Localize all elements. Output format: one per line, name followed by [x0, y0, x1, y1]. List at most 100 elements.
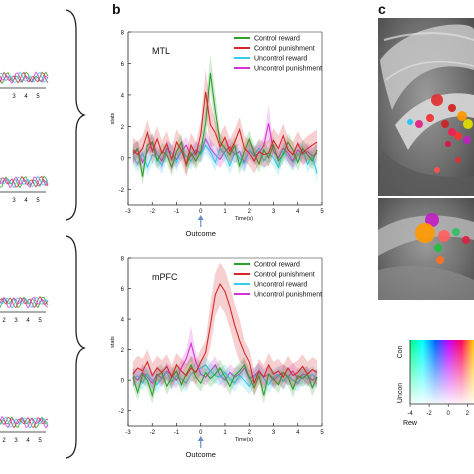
roi-dot	[425, 213, 439, 227]
x-axis-label: Time(s)	[235, 216, 254, 222]
chart-title: mPFC	[152, 272, 178, 282]
x-tick-label: -1	[174, 430, 180, 436]
mini-series-line	[0, 296, 49, 309]
color-key: Con Uncon Rew -4 -2 0 2	[397, 340, 474, 427]
mini-series-line	[0, 71, 49, 85]
color-key-tick-label: -2	[426, 411, 432, 417]
roi-dot	[454, 132, 462, 140]
x-tick-label: -3	[125, 430, 131, 436]
x-tick-label: -2	[150, 430, 156, 436]
mini-x-tick-label: 3	[12, 94, 16, 100]
brain-slice-bottom	[378, 198, 474, 300]
legend-label: Control reward	[254, 36, 300, 43]
chart-title: MTL	[152, 46, 170, 56]
color-key-xlabel: Rew	[403, 420, 418, 427]
brace-top	[65, 9, 86, 221]
roi-dot	[415, 223, 435, 243]
roi-dot	[438, 230, 450, 242]
y-tick-label: 2	[121, 125, 125, 131]
y-tick-label: 6	[121, 287, 125, 293]
x-tick-label: 5	[320, 209, 324, 215]
mini-x-tick-label: 5	[38, 318, 42, 324]
x-tick-label: 4	[296, 209, 300, 215]
outcome-label: Outcome	[186, 450, 216, 459]
y-tick-label: 4	[121, 93, 125, 99]
x-axis-label: Time(s)	[235, 437, 254, 443]
roi-dot	[426, 114, 434, 122]
mini-x-tick-label: 4	[26, 318, 30, 324]
panel-b-letter: b	[112, 1, 121, 17]
roi-dot	[434, 167, 440, 173]
mini-series-line	[0, 416, 49, 429]
mini-x-tick-label: 2	[2, 318, 6, 324]
color-key-tick-label: 2	[466, 411, 470, 417]
y-tick-label: 4	[121, 318, 125, 324]
series-line	[132, 123, 318, 164]
mini-series-line	[0, 415, 49, 429]
x-tick-label: 3	[272, 430, 276, 436]
error-band	[132, 356, 318, 395]
x-tick-label: -1	[174, 209, 180, 215]
color-key-ylabel-uncon: Uncon	[397, 383, 404, 403]
brain-slice-top	[378, 18, 474, 196]
x-tick-label: 4	[296, 430, 300, 436]
y-tick-label: 2	[121, 348, 125, 354]
error-band	[132, 69, 318, 177]
x-tick-label: -3	[125, 209, 131, 215]
legend-label: Control punishment	[254, 272, 315, 279]
roi-dot	[452, 228, 460, 236]
legend-label: Uncontrol reward	[254, 56, 307, 63]
panel-c-letter: c	[378, 1, 386, 17]
y-tick-label: 8	[121, 31, 125, 37]
mini-x-tick-label: 4	[24, 198, 28, 204]
x-tick-label: 0	[199, 209, 203, 215]
x-tick-label: 2	[248, 430, 252, 436]
mini-x-tick-label: 3	[14, 318, 18, 324]
series-line	[132, 91, 318, 166]
mini-x-tick-label: 3	[14, 438, 18, 444]
error-band	[132, 262, 318, 396]
x-tick-label: 0	[199, 430, 203, 436]
x-tick-label: 2	[248, 209, 252, 215]
roi-dots	[407, 94, 473, 264]
legend-label: Uncontrol punishment	[254, 66, 322, 73]
roi-dot	[463, 119, 473, 129]
roi-dot	[457, 111, 467, 121]
mini-series-line	[0, 295, 49, 309]
legend-label: Control reward	[254, 262, 300, 269]
y-tick-label: 8	[121, 257, 125, 263]
brace-bottom	[65, 235, 86, 459]
mini-series-line	[0, 175, 49, 189]
mini-x-tick-label: 5	[36, 198, 40, 204]
series-line	[132, 363, 318, 398]
outcome-arrowhead	[197, 215, 204, 220]
series-line	[132, 144, 318, 174]
y-axis-label: stats	[110, 112, 116, 124]
mini-x-tick-label: 2	[2, 438, 6, 444]
y-tick-label: 6	[121, 62, 125, 68]
roi-dot	[462, 236, 470, 244]
y-axis-label: stats	[110, 336, 116, 348]
color-key-ylabel-con: Con	[397, 345, 404, 358]
series-line	[132, 282, 318, 386]
mini-x-tick-label: 5	[38, 438, 42, 444]
roi-dot	[407, 119, 413, 125]
y-tick-label: 0	[121, 156, 125, 162]
y-tick-label: -2	[119, 409, 125, 415]
y-tick-label: -2	[119, 188, 125, 194]
legend-label: Uncontrol punishment	[254, 292, 322, 299]
roi-dot	[448, 104, 456, 112]
x-tick-label: 1	[223, 209, 227, 215]
x-tick-label: 1	[223, 430, 227, 436]
roi-dot	[448, 128, 456, 136]
outcome-label: Outcome	[186, 229, 216, 238]
roi-dot	[441, 120, 449, 128]
chart-mpfc: -2 0 2 4 6 8 -3 -2 -1 0 1 2 3 4 5 Time(s) stats mPFC Contr…	[110, 257, 324, 460]
roi-dot	[431, 94, 443, 106]
x-tick-label: 5	[320, 430, 324, 436]
x-tick-label: -2	[150, 209, 156, 215]
y-tick-label: 0	[121, 379, 125, 385]
legend-label: Uncontrol reward	[254, 282, 307, 289]
mini-x-tick-label: 5	[36, 94, 40, 100]
